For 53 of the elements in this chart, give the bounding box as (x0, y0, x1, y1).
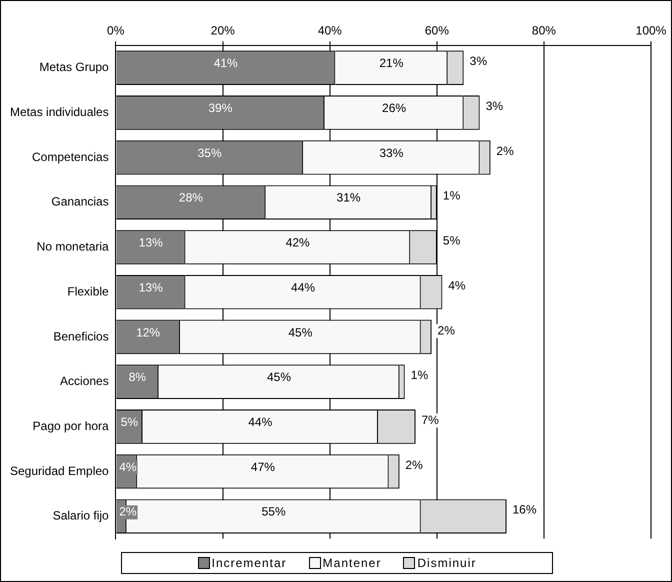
data-label: 28% (178, 190, 204, 205)
legend-label: Disminuir (417, 556, 476, 570)
y-tick-label: Seguridad Empleo (10, 464, 110, 478)
data-label: 8% (128, 370, 146, 384)
data-label: 26% (382, 100, 406, 115)
data-label: 16% (512, 502, 537, 517)
y-tick-label: Competencias (32, 150, 109, 164)
y-tick-label: Metas Grupo (39, 60, 110, 74)
data-label: 1% (442, 188, 461, 203)
y-tick-label: Ganancias (51, 194, 109, 209)
data-label: 12% (136, 325, 160, 340)
data-label: 39% (208, 100, 233, 115)
data-label: 7% (421, 412, 440, 427)
data-label: 47% (250, 460, 276, 474)
x-tick-label: 20% (210, 24, 236, 38)
data-label: 2% (496, 144, 514, 158)
data-label: 41% (214, 56, 238, 70)
data-label: 4% (119, 460, 137, 474)
series-label: Mantener (322, 556, 382, 570)
data-label: 13% (138, 280, 164, 294)
data-label: 5% (120, 414, 138, 429)
data-label: 35% (198, 146, 222, 160)
y-tick-label: Acciones (60, 374, 109, 388)
data-label: 44% (248, 414, 273, 429)
data-label: 3% (486, 98, 504, 113)
data-label: 45% (288, 325, 313, 340)
x-tick-label: 0% (107, 24, 125, 38)
data-label: 44% (291, 280, 316, 294)
data-label: 2% (405, 458, 424, 472)
data-label: 1% (410, 368, 428, 382)
data-label: 45% (266, 370, 292, 384)
data-label: 42% (286, 236, 310, 250)
legend-label: Incrementar (212, 556, 287, 570)
y-tick-label: Pago por hora (32, 418, 110, 433)
data-label: 3% (470, 54, 488, 68)
x-tick-label: 60% (424, 24, 450, 38)
data-label: 5% (442, 234, 461, 248)
y-tick-label: Salario fijo (52, 508, 110, 523)
y-tick-label: Beneficios (53, 329, 109, 344)
data-label: 2% (119, 504, 137, 519)
x-tick-label: 100% (636, 24, 667, 38)
data-label: 55% (262, 504, 286, 519)
data-label: 13% (138, 236, 164, 250)
x-tick-label: 80% (532, 24, 556, 38)
y-tick-label: Flexible (67, 284, 110, 298)
data-label: 21% (379, 56, 404, 70)
y-tick-label: No monetaria (36, 240, 110, 254)
data-label: 33% (379, 146, 404, 160)
data-label: 2% (438, 323, 456, 338)
data-label: 31% (336, 190, 361, 205)
x-tick-label: 40% (318, 24, 342, 38)
y-tick-label: Metas individuales (10, 104, 109, 119)
data-label: 4% (448, 278, 466, 292)
